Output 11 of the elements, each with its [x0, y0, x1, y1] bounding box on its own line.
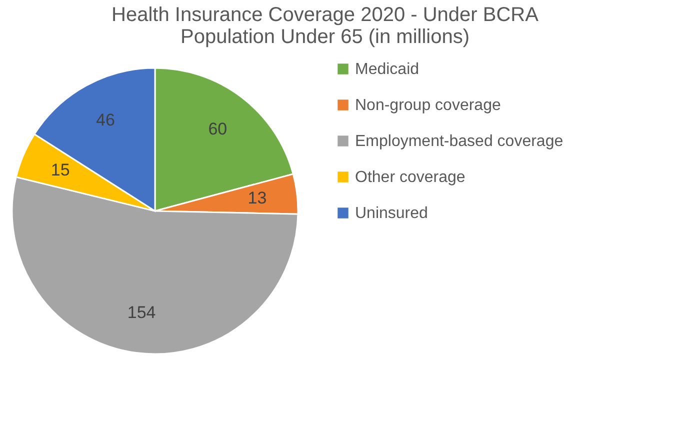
legend-label: Uninsured: [355, 205, 428, 222]
data-label: 46: [96, 110, 115, 130]
legend-label: Non-group coverage: [355, 97, 501, 114]
legend-label: Other coverage: [355, 169, 466, 186]
data-label: 154: [127, 303, 156, 322]
legend-label: Medicaid: [355, 61, 420, 78]
chart-title: Health Insurance Coverage 2020 - Under BCRA Population Under 65 (in millions): [112, 4, 540, 48]
data-label: 13: [248, 188, 267, 208]
legend-label: Employment-based coverage: [355, 133, 564, 150]
data-label: 60: [208, 119, 228, 138]
data-label: 15: [50, 160, 70, 180]
